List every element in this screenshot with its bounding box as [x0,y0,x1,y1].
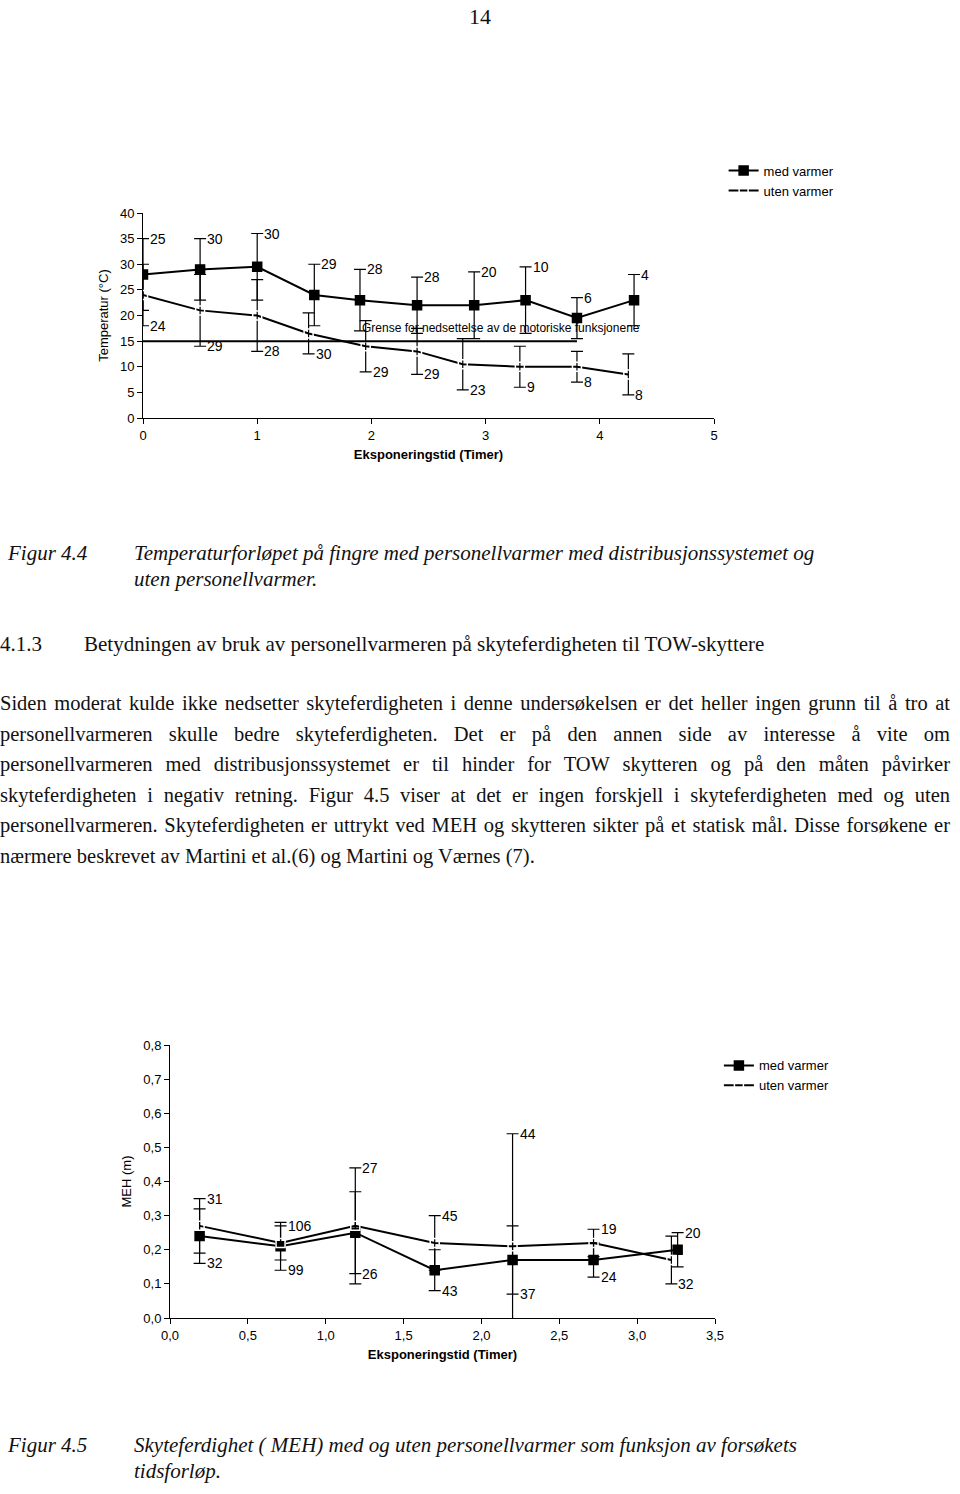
svg-text:99: 99 [288,1262,304,1278]
svg-text:0,6: 0,6 [143,1106,161,1121]
svg-text:25: 25 [150,231,166,247]
svg-text:Eksponeringstid (Timer): Eksponeringstid (Timer) [368,1347,517,1362]
svg-text:5: 5 [710,428,717,443]
svg-text:Temperatur (°C): Temperatur (°C) [96,269,111,362]
svg-text:35: 35 [120,231,134,246]
html-text:14: 14 [469,4,491,29]
svg-text:23: 23 [470,382,486,398]
svg-text:1,0: 1,0 [317,1328,335,1343]
svg-text:32: 32 [678,1276,694,1292]
html-text:Siden moderat kulde ikke nedse: Siden moderat kulde ikke nedsetter skyte… [0,692,950,867]
svg-text:uten varmer: uten varmer [759,1078,829,1093]
svg-text:28: 28 [264,343,280,359]
svg-text:106: 106 [288,1218,312,1234]
svg-text:0,3: 0,3 [143,1208,161,1223]
html-text:Figur 4.5: Figur 4.5 [8,1433,88,1457]
svg-text:26: 26 [362,1266,378,1282]
svg-text:0,0: 0,0 [161,1328,179,1343]
svg-text:45: 45 [442,1208,458,1224]
svg-text:32: 32 [207,1255,223,1271]
svg-text:43: 43 [442,1283,458,1299]
svg-text:29: 29 [373,364,389,380]
svg-text:2,5: 2,5 [550,1328,568,1343]
svg-text:15: 15 [120,334,134,349]
svg-text:0,5: 0,5 [143,1140,161,1155]
svg-text:1,5: 1,5 [395,1328,413,1343]
html-text:Skyteferdighet ( MEH) med og u: Skyteferdighet ( MEH) med og uten person… [134,1433,797,1483]
svg-text:27: 27 [362,1160,378,1176]
svg-text:30: 30 [120,257,134,272]
svg-text:44: 44 [520,1126,536,1142]
svg-text:4: 4 [596,428,603,443]
svg-text:24: 24 [601,1269,617,1285]
html-text:Figur 4.4: Figur 4.4 [8,541,88,565]
svg-text:uten varmer: uten varmer [764,184,834,199]
svg-text:0,1: 0,1 [143,1276,161,1291]
svg-text:9: 9 [527,379,535,395]
svg-text:20: 20 [481,264,497,280]
svg-text:0: 0 [139,428,146,443]
svg-text:0,7: 0,7 [143,1072,161,1087]
svg-text:10: 10 [533,259,549,275]
svg-text:5: 5 [127,385,134,400]
svg-text:25: 25 [120,282,134,297]
svg-text:0,5: 0,5 [239,1328,257,1343]
svg-text:6: 6 [584,290,592,306]
svg-text:29: 29 [321,256,337,272]
svg-text:Grense for nedsettelse av de m: Grense for nedsettelse av de motoriske f… [362,321,640,335]
svg-text:29: 29 [207,338,223,354]
svg-text:0,2: 0,2 [143,1242,161,1257]
svg-text:0,4: 0,4 [143,1174,161,1189]
svg-text:med varmer: med varmer [759,1058,829,1073]
svg-text:19: 19 [601,1221,617,1237]
svg-text:Eksponeringstid (Timer): Eksponeringstid (Timer) [354,447,503,462]
svg-text:3: 3 [482,428,489,443]
svg-text:3,5: 3,5 [706,1328,724,1343]
svg-text:3,0: 3,0 [628,1328,646,1343]
svg-text:30: 30 [207,231,223,247]
svg-text:1: 1 [254,428,261,443]
svg-text:28: 28 [424,269,440,285]
svg-text:20: 20 [685,1225,701,1241]
svg-text:4: 4 [641,267,649,283]
svg-text:28: 28 [367,261,383,277]
svg-text:37: 37 [520,1286,536,1302]
svg-text:29: 29 [424,366,440,382]
svg-text:31: 31 [207,1191,223,1207]
svg-text:30: 30 [316,346,332,362]
svg-text:30: 30 [264,226,280,242]
svg-text:20: 20 [120,308,134,323]
html-text:Betydningen av bruk av persone: Betydningen av bruk av personellvarmeren… [84,632,765,656]
svg-text:0,0: 0,0 [143,1311,161,1326]
svg-text:8: 8 [635,387,643,403]
svg-text:2: 2 [368,428,375,443]
svg-text:8: 8 [584,374,592,390]
html-text:4.1.3: 4.1.3 [0,632,42,656]
svg-text:med varmer: med varmer [764,164,834,179]
svg-text:0: 0 [127,411,134,426]
html-text:Temperaturforløpet på fingre m: Temperaturforløpet på fingre med persone… [134,541,815,591]
svg-text:0,8: 0,8 [143,1038,161,1053]
svg-text:MEH (m): MEH (m) [119,1156,134,1208]
svg-text:24: 24 [150,318,166,334]
svg-text:2,0: 2,0 [472,1328,490,1343]
svg-text:40: 40 [120,206,134,221]
svg-text:10: 10 [120,359,134,374]
